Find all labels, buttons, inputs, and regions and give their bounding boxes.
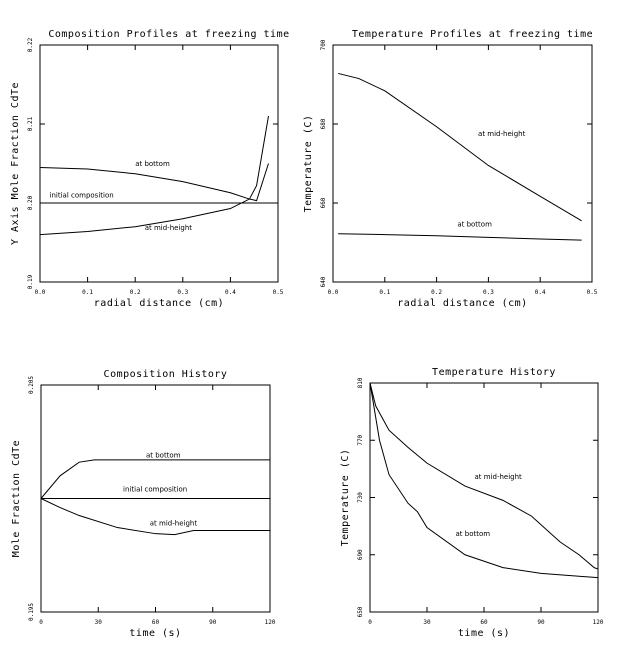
chart-title: Composition Profiles at freezing time [48, 29, 289, 40]
x-tick-label: 120 [265, 619, 276, 626]
y-axis-label: Temperature (C) [340, 449, 351, 547]
x-tick-label: 0.1 [82, 289, 93, 296]
x-tick-label: 30 [95, 619, 103, 626]
y-tick-label: 640 [320, 276, 327, 287]
x-tick-label: 0.3 [483, 289, 494, 296]
chart-title: Temperature Profiles at freezing time [352, 29, 593, 40]
series-label: at mid-height [478, 130, 526, 138]
x-tick-label: 120 [593, 619, 604, 626]
y-tick-label: 690 [357, 549, 364, 560]
x-tick-label: 0.5 [273, 289, 284, 296]
series-label: at bottom [457, 221, 492, 229]
y-tick-label: 680 [320, 118, 327, 129]
line-series [39, 116, 269, 236]
x-tick-label: 0.1 [379, 289, 390, 296]
series-label: initial composition [123, 486, 187, 494]
y-axis-label: Y Axis Mole Fraction CdTe [10, 82, 21, 245]
y-tick-label: 700 [320, 39, 327, 50]
line-series [369, 382, 599, 579]
x-tick-label: 0 [368, 619, 372, 626]
chart-title: Composition History [104, 369, 228, 380]
y-axis-label: Temperature (C) [303, 115, 314, 213]
x-tick-label: 90 [209, 619, 217, 626]
line-series [39, 163, 269, 202]
x-axis-label: radial distance (cm) [397, 298, 527, 309]
x-tick-label: 30 [423, 619, 431, 626]
x-axis-label: time (s) [129, 628, 181, 639]
line-series [338, 233, 582, 241]
plot-frame [332, 44, 593, 283]
x-tick-label: 0.0 [328, 289, 339, 296]
y-tick-label: 0.21 [27, 116, 34, 131]
line-series [338, 72, 582, 222]
y-tick-label: 730 [357, 492, 364, 503]
series-label: at bottom [135, 160, 170, 168]
y-tick-label: 0.195 [28, 603, 35, 621]
plot-frame [39, 44, 279, 283]
x-tick-label: 0.2 [130, 289, 141, 296]
y-tick-label: 0.19 [27, 274, 34, 289]
line-series [40, 498, 270, 536]
x-axis-label: time (s) [458, 628, 510, 639]
x-tick-label: 60 [480, 619, 488, 626]
y-tick-label: 650 [357, 606, 364, 617]
y-axis-label: Mole Fraction CdTe [11, 440, 22, 557]
y-tick-label: 0.22 [27, 37, 34, 52]
series-label: at bottom [146, 452, 181, 460]
series-label: at mid-height [475, 473, 523, 481]
x-tick-label: 60 [152, 619, 160, 626]
series-label: at mid-height [150, 520, 198, 528]
x-tick-label: 90 [537, 619, 545, 626]
y-tick-label: 770 [357, 434, 364, 445]
line-series [40, 459, 270, 499]
x-tick-label: 0.0 [35, 289, 46, 296]
y-tick-label: 660 [320, 197, 327, 208]
x-tick-label: 0.3 [177, 289, 188, 296]
x-tick-label: 0.2 [431, 289, 442, 296]
x-tick-label: 0.4 [225, 289, 236, 296]
x-tick-label: 0.5 [587, 289, 598, 296]
chart-title: Temperature History [432, 367, 556, 378]
line-series [369, 382, 599, 570]
series-label: at bottom [456, 530, 491, 538]
x-tick-label: 0 [39, 619, 43, 626]
x-axis-label: radial distance (cm) [94, 298, 224, 309]
series-label: at mid-height [145, 224, 193, 232]
series-label: initial composition [50, 191, 114, 199]
y-tick-label: 810 [357, 377, 364, 388]
y-tick-label: 0.205 [28, 376, 35, 394]
y-tick-label: 0.20 [27, 195, 34, 210]
x-tick-label: 0.4 [535, 289, 546, 296]
